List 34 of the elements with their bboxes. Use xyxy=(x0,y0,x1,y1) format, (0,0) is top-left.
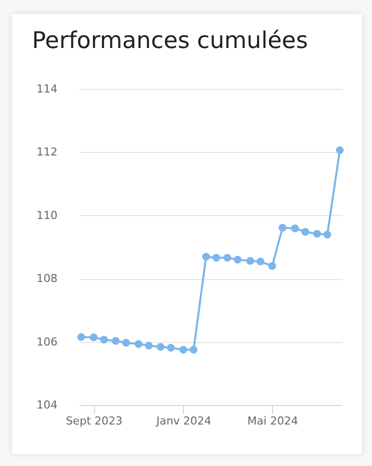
y-tick-label: 104 xyxy=(36,398,58,412)
point xyxy=(212,254,220,262)
point xyxy=(224,254,232,262)
point xyxy=(202,252,210,261)
point xyxy=(301,228,310,236)
y-tick-label: 114 xyxy=(36,82,58,96)
point xyxy=(77,333,86,341)
x-tick-label: Sept 2023 xyxy=(66,414,122,428)
y-tick-label: 112 xyxy=(36,146,58,159)
point xyxy=(190,346,198,354)
point xyxy=(234,256,242,264)
point xyxy=(256,258,264,266)
point xyxy=(313,230,321,238)
x-tick-label: Janv 2024 xyxy=(155,414,212,428)
y-tick-label: 108 xyxy=(36,272,58,286)
point xyxy=(166,344,175,352)
point xyxy=(144,342,153,350)
y-tick-label: 110 xyxy=(36,208,58,222)
point xyxy=(90,334,98,342)
chart-title: Performances cumulées xyxy=(32,28,308,54)
point xyxy=(246,257,254,265)
point xyxy=(291,224,299,232)
point xyxy=(268,262,276,270)
point xyxy=(134,340,142,348)
point xyxy=(156,342,164,351)
point xyxy=(100,336,108,344)
x-tick-label: Mai 2024 xyxy=(247,414,298,428)
point xyxy=(122,338,130,347)
point xyxy=(278,224,286,232)
point xyxy=(336,146,344,154)
point xyxy=(112,336,120,345)
point xyxy=(179,346,188,354)
y-tick-label: 106 xyxy=(36,335,58,348)
point xyxy=(323,230,332,239)
